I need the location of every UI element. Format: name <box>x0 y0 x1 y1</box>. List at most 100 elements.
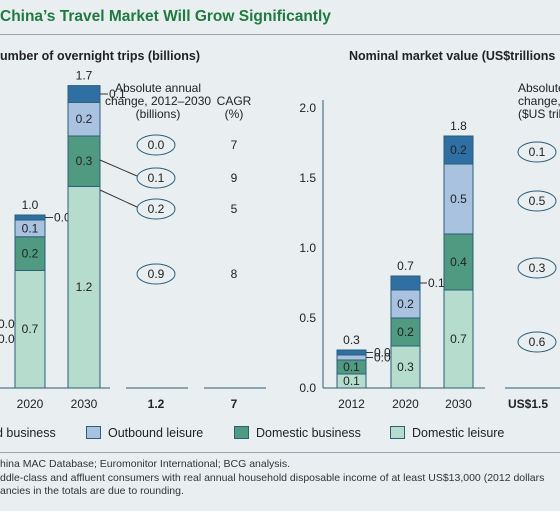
definition-note: ddle-class and affluent consumers with r… <box>0 471 545 484</box>
value-value-label: 0.1 <box>428 276 445 290</box>
trips-connector-line <box>99 159 138 177</box>
trips-change-value: 0.0 <box>148 138 165 152</box>
source-note: hina MAC Database; Euromonitor Internati… <box>0 458 291 470</box>
legend-label: Domestic leisure <box>412 426 505 440</box>
value-total-label: 1.8 <box>450 119 467 133</box>
trips-cagr-value: 8 <box>231 267 238 281</box>
right-y-tick-label: 1.5 <box>299 171 316 185</box>
trips-change-value-ellipse <box>136 263 176 285</box>
left-change-header: (billions) <box>136 107 181 121</box>
left-cagr-header: CAGR <box>217 94 252 108</box>
trips-value-label: 0.3 <box>76 154 93 168</box>
value-value-label: 0.1 <box>343 374 360 388</box>
value-change-total: US$1.5 <box>508 397 548 411</box>
trips-value-label: 0.1 <box>22 221 39 235</box>
trips-cagr-value: 9 <box>231 171 238 185</box>
value-change-value: 0.6 <box>529 335 546 349</box>
left-cagr-header: (%) <box>225 107 244 121</box>
value-value-label: 0.3 <box>397 360 414 374</box>
trips-bar-2020-domestic-leisure <box>14 269 46 389</box>
rounding-note: ancies in the totals are due to rounding… <box>0 485 184 497</box>
left-tick-label: 2020 <box>17 397 44 411</box>
value-bar-2020-outbound-business <box>390 275 421 291</box>
left-chart-title: umber of overnight trips (billions) <box>0 49 200 63</box>
legend-label: d business <box>0 426 56 440</box>
trips-value-label: 0.1 <box>109 87 126 101</box>
value-change-value-ellipse <box>517 257 557 279</box>
left-change-header: Absolute annual <box>115 81 201 95</box>
value-value-label: 0.1 <box>343 360 360 374</box>
trips-bar-2030-domestic-leisure <box>67 185 101 389</box>
chart-title: China’s Travel Market Will Grow Signific… <box>0 8 331 25</box>
value-change-value: 0.3 <box>529 261 546 275</box>
right-tick-label: 2030 <box>445 397 472 411</box>
value-value-label: 0.7 <box>450 332 467 346</box>
trips-change-value: 0.9 <box>148 267 165 281</box>
value-bar-2030-domestic-leisure <box>443 289 474 389</box>
legend-swatch <box>234 426 249 439</box>
value-total-label: 0.7 <box>397 259 414 273</box>
trips-value-label: 0.0 <box>0 317 15 331</box>
value-change-value-ellipse <box>517 141 557 163</box>
legend: d business Outbound leisure Domestic bus… <box>0 424 560 446</box>
footer-divider <box>0 452 560 453</box>
legend-swatch <box>390 426 405 439</box>
trips-cagr-value: 5 <box>231 202 238 216</box>
left-tick-label: 2030 <box>71 397 98 411</box>
trips-change-value: 0.2 <box>148 202 165 216</box>
trips-change-value-ellipse <box>136 134 176 156</box>
title-divider <box>0 34 560 35</box>
trips-bar-2020-outbound-business <box>14 214 46 221</box>
value-bar-2030-domestic-business <box>443 233 474 291</box>
trips-change-total: 1.2 <box>148 397 165 411</box>
right-y-tick-label: 2.0 <box>299 101 316 115</box>
right-tick-label: 2012 <box>338 397 365 411</box>
trips-total-label: 1.0 <box>22 198 39 212</box>
right-change-header: Absolute annu <box>518 81 560 95</box>
trips-value-label: 0.2 <box>22 247 39 261</box>
left-change-header: change, 2012–2030 <box>105 94 211 108</box>
trips-value-label: 0.2 <box>76 112 93 126</box>
trips-bar-2030-domestic-business <box>67 135 101 187</box>
trips-connector-line <box>99 189 138 208</box>
right-y-tick-label: 1.0 <box>299 241 316 255</box>
source-notes: hina MAC Database; Euromonitor Internati… <box>0 458 560 499</box>
value-change-value-ellipse <box>517 331 557 353</box>
value-bar-2012-outbound-business <box>336 349 367 356</box>
right-tick-label: 2020 <box>392 397 419 411</box>
value-bar-2020-outbound-leisure <box>390 289 421 319</box>
trips-change-value-ellipse <box>136 198 176 220</box>
value-value-label: 0.0 <box>374 346 391 360</box>
legend-label: Domestic business <box>256 426 361 440</box>
value-bar-2030-outbound-business <box>443 135 474 165</box>
trips-cagr-total: 7 <box>231 397 238 411</box>
trips-value-label: 0.7 <box>22 322 39 336</box>
value-change-value: 0.1 <box>529 145 546 159</box>
trips-bar-2030-outbound-business <box>67 85 101 103</box>
value-value-label: 0.2 <box>450 143 467 157</box>
legend-label: Outbound leisure <box>108 426 204 440</box>
trips-total-label: 1.7 <box>76 69 93 83</box>
trips-value-label: 1.2 <box>76 280 93 294</box>
trips-cagr-value: 7 <box>231 138 238 152</box>
right-change-header: ($US trillion <box>518 107 560 121</box>
value-change-value-ellipse <box>517 190 557 212</box>
value-value-label: 0.2 <box>397 297 414 311</box>
legend-swatch <box>86 426 101 439</box>
right-y-tick-label: 0.5 <box>299 311 316 325</box>
value-value-label: 0.0 <box>374 351 391 365</box>
trips-change-value-ellipse <box>136 167 176 189</box>
value-value-label: 0.2 <box>397 325 414 339</box>
right-change-header: change, 2012– <box>518 94 560 108</box>
right-y-tick-label: 0.0 <box>299 381 316 395</box>
trips-value-label: 0.0 <box>54 211 71 225</box>
value-bar-2020-domestic-leisure <box>390 345 421 389</box>
right-chart-title: Nominal market value (US$trillions <box>349 49 555 63</box>
trips-value-label: 0.0 <box>0 332 15 346</box>
value-change-value: 0.5 <box>529 194 546 208</box>
value-value-label: 0.5 <box>450 192 467 206</box>
trips-change-value: 0.1 <box>148 171 165 185</box>
value-value-label: 0.4 <box>450 255 467 269</box>
trips-bar-2030-outbound-leisure <box>67 101 101 137</box>
